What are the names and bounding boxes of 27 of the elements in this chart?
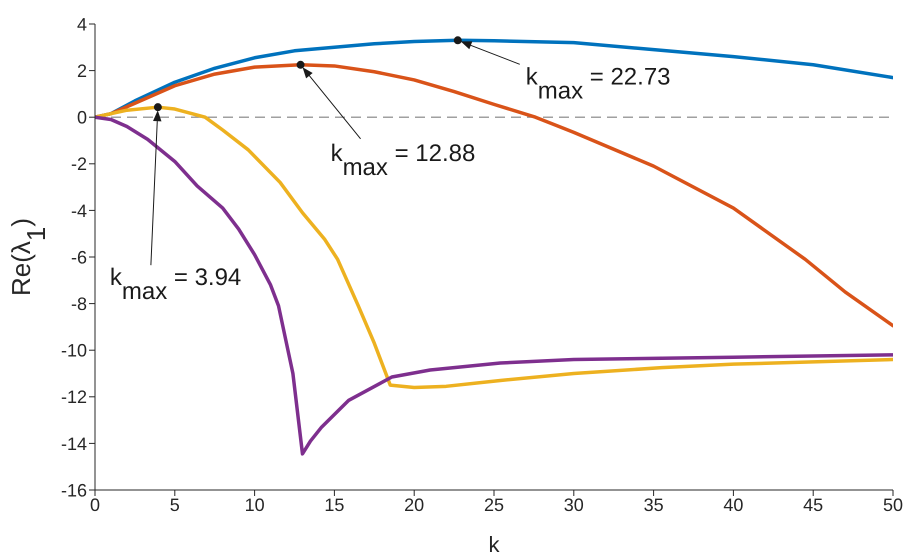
y-tick-label: -6 xyxy=(70,247,87,268)
x-tick-label: 25 xyxy=(484,494,504,515)
x-tick-label: 50 xyxy=(882,494,904,515)
x-tick-label: 45 xyxy=(803,494,824,515)
x-axis-title: k xyxy=(488,532,500,552)
x-tick-label: 40 xyxy=(723,494,744,515)
y-tick-label: -12 xyxy=(60,387,87,408)
x-tick-label: 35 xyxy=(644,494,664,515)
line-series xyxy=(95,115,893,456)
x-tick-label: 10 xyxy=(244,494,265,515)
x-tick-label: 0 xyxy=(90,494,100,515)
y-tick-label: -8 xyxy=(70,294,87,314)
y-tick-label: 4 xyxy=(76,14,87,34)
point xyxy=(296,60,305,69)
y-tick-label: -2 xyxy=(70,154,87,174)
point xyxy=(154,103,162,112)
y-tick-label: -10 xyxy=(60,340,87,361)
x-tick-label: 5 xyxy=(170,494,180,515)
point xyxy=(454,36,462,44)
x-tick-label: 15 xyxy=(324,494,344,515)
y-tick-label: -16 xyxy=(60,480,87,500)
x-tick-label: 30 xyxy=(564,494,584,515)
y-tick-label: -14 xyxy=(60,434,87,454)
y-tick-label: -4 xyxy=(70,200,87,221)
y-tick-label: 2 xyxy=(76,60,87,81)
x-tick-label: 20 xyxy=(404,494,424,515)
y-tick-label: 0 xyxy=(76,108,87,128)
